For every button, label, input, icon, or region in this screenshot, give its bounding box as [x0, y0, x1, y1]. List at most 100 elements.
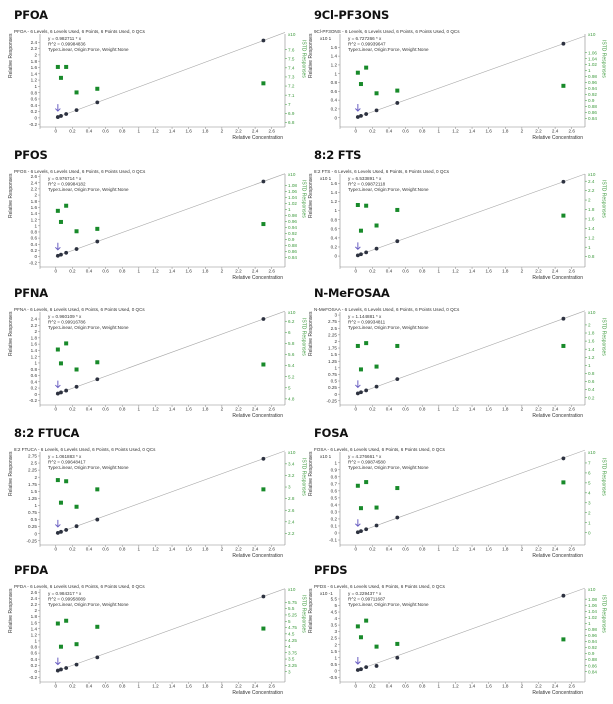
y2-axis-multiplier: x10	[288, 587, 296, 592]
y2-tick-label: 1.02	[288, 201, 297, 206]
y2-tick-label: 0.94	[588, 86, 597, 91]
x-axis-label: Relative Concentration	[532, 275, 583, 281]
x-tick-label: 1.6	[485, 407, 492, 412]
qc-point	[64, 203, 69, 208]
x-tick-label: 1.8	[202, 684, 209, 689]
y-tick-label: 0.6	[331, 226, 338, 231]
y2-tick-label: 1.2	[588, 235, 595, 240]
y-tick-label: 5.5	[331, 597, 338, 602]
y-tick-label: 1	[34, 223, 37, 228]
qc-point	[95, 360, 100, 365]
y2-tick-label: 0.94	[588, 639, 597, 644]
chart-title: PFOA	[14, 8, 48, 22]
qc-point	[395, 486, 400, 491]
y-tick-label: 2.25	[28, 468, 37, 473]
y2-tick-label: 0.94	[288, 225, 297, 230]
fit-equation: y = 6.727266 * x	[348, 36, 382, 41]
calibration-point	[55, 531, 60, 535]
y-tick-label: 1	[34, 361, 37, 366]
x-tick-label: 0.6	[402, 547, 409, 552]
y2-tick-label: 5.4	[288, 363, 295, 368]
x-tick-label: 2.2	[235, 129, 242, 134]
y-tick-label: 1	[334, 460, 337, 465]
chart-subtitle: PFNA - 6 Levels, 6 Levels Used, 6 Points…	[14, 307, 145, 312]
x-tick-label: 0.8	[419, 684, 426, 689]
y2-axis-label: ISTD Responses	[601, 40, 607, 78]
x-tick-label: 1.4	[469, 269, 476, 274]
y2-axis-multiplier: x10	[288, 172, 296, 177]
qc-point	[358, 367, 363, 372]
calibration-point	[364, 665, 369, 670]
y-tick-label: 2.5	[31, 461, 38, 466]
qc-point	[395, 343, 400, 348]
chart-subtitle: PFDA - 6 Levels, 6 Levels Used, 6 Points…	[14, 584, 145, 589]
y2-tick-label: 2	[588, 510, 591, 515]
x-tick-label: 1.6	[485, 269, 492, 274]
y-tick-label: 2.5	[331, 636, 338, 641]
y2-tick-label: 2.4	[588, 179, 595, 184]
y-tick-label: 0.4	[31, 103, 38, 108]
fit-equation: y = 6.533891 * x	[348, 176, 382, 181]
y-tick-label: 0.8	[31, 645, 38, 650]
y-tick-label: 1.25	[28, 496, 37, 501]
y-tick-label: 1.4	[331, 190, 338, 195]
y2-tick-label: 1	[588, 520, 591, 525]
y2-tick-label: 1.8	[588, 331, 595, 336]
y2-axis-label: ISTD Responses	[301, 180, 307, 218]
y2-tick-label: 2.6	[288, 508, 295, 513]
x-tick-label: 1.4	[169, 407, 176, 412]
calibration-chart-pfna: PFNA PFNA - 6 Levels, 6 Levels Used, 6 Po…	[0, 278, 307, 419]
calibration-point	[355, 530, 360, 535]
y-tick-label: -0.2	[29, 398, 37, 403]
y-tick-label: -0.2	[29, 675, 37, 680]
y2-tick-label: 4	[588, 490, 591, 495]
x-tick-label: 1.6	[485, 684, 492, 689]
qc-point	[95, 86, 100, 91]
y2-axis-multiplier: x10	[288, 450, 296, 455]
x-tick-label: 0.2	[69, 269, 76, 274]
fit-r-squared: R^2 = 0.99984836	[48, 42, 86, 47]
calibration-point	[359, 114, 363, 118]
y-tick-label: 0.3	[331, 510, 338, 515]
fit-type: Type:Linear, Origin:Force, Weight:None	[348, 602, 429, 607]
chart-title: N-MeFOSAA	[314, 286, 390, 300]
y2-tick-label: 1.6	[588, 339, 595, 344]
x-tick-label: 2.6	[569, 129, 576, 134]
x-tick-label: 0.6	[102, 684, 109, 689]
fit-line	[355, 449, 586, 534]
calibration-point	[359, 529, 363, 533]
fit-equation: y = 1.144881 * x	[348, 314, 382, 319]
y2-tick-label: 0.98	[288, 213, 297, 218]
y2-tick-label: 7.1	[288, 93, 295, 98]
fit-r-squared: R^2 = 0.99958089	[48, 597, 86, 602]
y2-tick-label: 5	[588, 480, 591, 485]
y-tick-label: 0.8	[331, 217, 338, 222]
calibration-point	[74, 247, 79, 251]
x-tick-label: 1.8	[502, 547, 509, 552]
y2-tick-label: 4.75	[288, 625, 297, 630]
chart-subtitle: 8:2 FTS - 6 Levels, 6 Levels Used, 6 Poi…	[314, 169, 450, 174]
calibration-point	[59, 529, 63, 534]
x-tick-label: 1.2	[452, 129, 459, 134]
y-tick-label: -0.5	[329, 675, 337, 680]
y-tick-label: 0	[34, 392, 37, 397]
x-tick-label: 2	[221, 684, 224, 689]
x-tick-label: 1	[438, 407, 441, 412]
y2-tick-label: 1.6	[588, 217, 595, 222]
y-tick-label: 1.5	[331, 649, 338, 654]
y-tick-label: 0.8	[31, 230, 38, 235]
calibration-chart-pfos: PFOS PFOS - 6 Levels, 6 Levels Used, 6 Po…	[0, 140, 307, 281]
y2-tick-label: 5.75	[288, 600, 297, 605]
y2-tick-label: 0.88	[588, 104, 597, 109]
qc-point	[261, 626, 266, 631]
calibration-point	[355, 668, 360, 672]
x-tick-label: 2.2	[535, 547, 542, 552]
y2-tick-label: 4.5	[288, 631, 295, 636]
y2-tick-label: 1.06	[588, 50, 597, 55]
x-axis-label: Relative Concentration	[232, 413, 283, 419]
y-axis-label: Relative Responses	[308, 33, 314, 78]
calibration-point	[64, 388, 69, 393]
down-arrow-icon	[355, 380, 361, 389]
y-tick-label: 0.4	[331, 98, 338, 103]
x-tick-label: 1.2	[152, 269, 159, 274]
